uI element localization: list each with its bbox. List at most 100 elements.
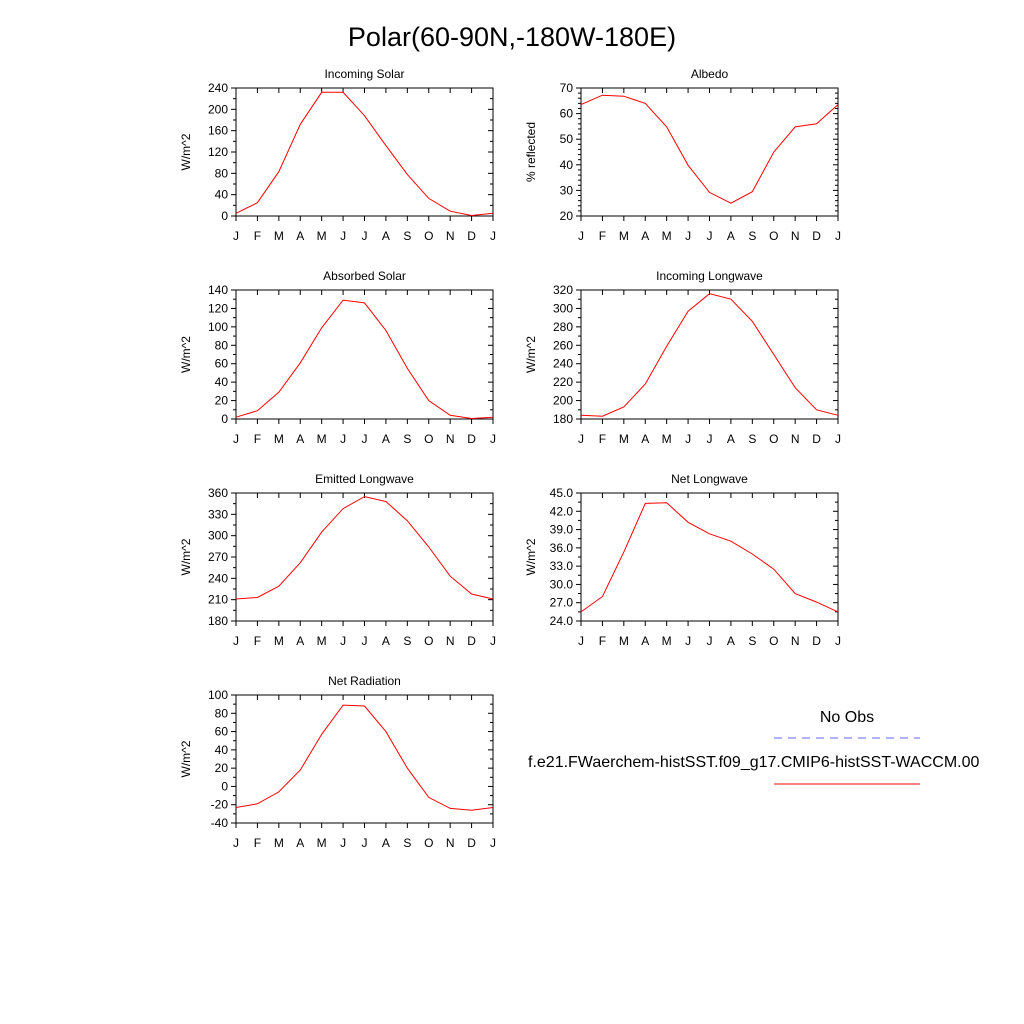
y-axis-label: W/m^2 — [524, 538, 538, 575]
x-tick-label: N — [446, 229, 455, 243]
y-tick-label: 45.0 — [550, 486, 574, 500]
y-tick-label: 27.0 — [550, 596, 574, 610]
x-tick-label: J — [685, 432, 691, 446]
x-tick-label: J — [362, 634, 368, 648]
y-tick-label: 30 — [560, 183, 574, 197]
y-axis-label: W/m^2 — [179, 740, 193, 777]
x-tick-label: J — [835, 229, 841, 243]
x-tick-label: J — [707, 634, 713, 648]
x-tick-label: D — [812, 229, 821, 243]
x-tick-label: D — [467, 634, 476, 648]
x-tick-label: A — [727, 229, 735, 243]
series-line — [580, 293, 839, 417]
x-tick-label: A — [296, 634, 304, 648]
y-tick-label: 260 — [553, 338, 573, 352]
x-tick-label: J — [578, 634, 584, 648]
x-tick-label: M — [274, 634, 284, 648]
x-tick-label: N — [791, 432, 800, 446]
y-tick-label: 240 — [553, 357, 573, 371]
x-tick-label: A — [727, 634, 735, 648]
x-tick-label: M — [317, 432, 327, 446]
x-tick-label: F — [599, 634, 606, 648]
y-tick-label: 40 — [215, 743, 229, 757]
panel-title: Incoming Longwave — [656, 269, 763, 283]
x-tick-label: J — [340, 634, 346, 648]
y-tick-label: 240 — [208, 81, 228, 95]
y-tick-label: 120 — [208, 145, 228, 159]
x-tick-label: O — [769, 432, 778, 446]
x-tick-label: J — [578, 229, 584, 243]
y-tick-label: 40 — [215, 188, 229, 202]
panel-5: Net Longwave W/m^2 24.0 27.0 30.0 33.0 36.0 39.… — [524, 472, 841, 648]
x-tick-label: J — [490, 634, 496, 648]
x-tick-label: A — [641, 432, 649, 446]
x-tick-label: J — [362, 229, 368, 243]
x-tick-label: J — [233, 836, 239, 850]
x-tick-label: A — [382, 836, 390, 850]
y-tick-label: 39.0 — [550, 523, 574, 537]
panel-3: Incoming Longwave W/m^2 180 200 220 240 260 280… — [524, 269, 841, 446]
x-tick-label: N — [791, 634, 800, 648]
y-tick-label: 210 — [208, 593, 228, 607]
x-tick-label: A — [296, 229, 304, 243]
y-tick-label: 300 — [553, 301, 573, 315]
y-axis-label: W/m^2 — [524, 336, 538, 373]
y-tick-label: 270 — [208, 550, 228, 564]
plot-frame — [580, 492, 839, 622]
y-tick-label: 20 — [215, 761, 229, 775]
series-line — [235, 299, 494, 420]
x-tick-label: J — [490, 836, 496, 850]
y-tick-label: 220 — [553, 375, 573, 389]
x-tick-label: J — [707, 432, 713, 446]
x-tick-label: M — [619, 229, 629, 243]
panel-title: Albedo — [691, 67, 729, 81]
y-tick-label: 320 — [553, 283, 573, 297]
x-tick-label: S — [748, 432, 756, 446]
y-tick-label: 200 — [208, 102, 228, 116]
y-tick-label: 140 — [208, 283, 228, 297]
y-tick-label: 42.0 — [550, 504, 574, 518]
y-tick-label: 80 — [215, 166, 229, 180]
x-tick-label: J — [835, 432, 841, 446]
panel-title: Net Longwave — [671, 472, 748, 486]
y-tick-label: 360 — [208, 486, 228, 500]
series-line — [235, 91, 494, 217]
y-tick-label: 200 — [553, 394, 573, 408]
y-tick-label: 36.0 — [550, 541, 574, 555]
x-tick-label: J — [490, 432, 496, 446]
y-tick-label: 24.0 — [550, 614, 574, 628]
x-tick-label: O — [424, 836, 433, 850]
y-tick-label: 180 — [553, 412, 573, 426]
y-tick-label: 300 — [208, 529, 228, 543]
x-tick-label: M — [619, 634, 629, 648]
x-tick-label: N — [446, 432, 455, 446]
x-tick-label: D — [467, 836, 476, 850]
y-axis-label: W/m^2 — [179, 336, 193, 373]
x-tick-label: M — [662, 229, 672, 243]
panel-4: Emitted Longwave W/m^2 180 210 240 270 300 330 3… — [179, 472, 496, 648]
y-tick-label: 180 — [208, 614, 228, 628]
series-line — [235, 496, 494, 600]
x-tick-label: D — [812, 634, 821, 648]
y-tick-label: -40 — [211, 816, 229, 830]
y-tick-label: 50 — [560, 132, 574, 146]
y-tick-label: 40 — [215, 375, 229, 389]
x-tick-label: S — [748, 229, 756, 243]
x-tick-label: J — [578, 432, 584, 446]
x-tick-label: J — [490, 229, 496, 243]
x-tick-label: J — [707, 229, 713, 243]
x-tick-label: F — [254, 836, 261, 850]
plot-frame — [235, 694, 494, 824]
x-tick-label: A — [296, 836, 304, 850]
y-tick-label: 20 — [560, 209, 574, 223]
y-tick-label: 70 — [560, 81, 574, 95]
legend: No Obs f.e21.FWaerchem-histSST.f09_g17.C… — [528, 709, 980, 785]
y-tick-label: 240 — [208, 571, 228, 585]
x-tick-label: D — [467, 432, 476, 446]
y-tick-label: 60 — [215, 357, 229, 371]
x-tick-label: S — [403, 634, 411, 648]
x-tick-label: O — [424, 634, 433, 648]
x-tick-label: A — [382, 229, 390, 243]
